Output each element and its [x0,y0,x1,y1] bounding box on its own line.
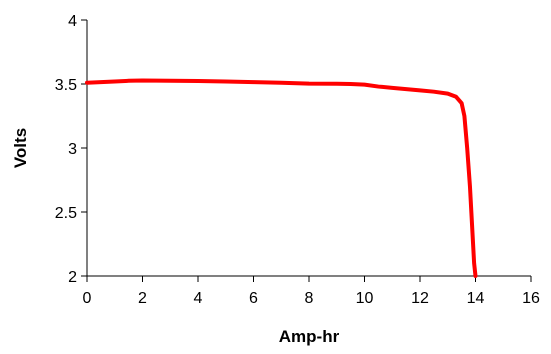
x-tick-label: 8 [305,290,314,307]
x-tick-label: 2 [138,290,147,307]
y-tick-label: 2.5 [55,205,77,222]
y-tick-label: 4 [68,13,77,30]
series-layer [87,81,476,276]
y-tick-label: 3 [68,141,77,158]
x-tick-label: 4 [194,290,203,307]
x-tick-label: 10 [356,290,374,307]
x-tick-label: 14 [467,290,485,307]
y-tick-label: 3.5 [55,77,77,94]
series-line [87,81,476,276]
x-tick-label: 6 [249,290,258,307]
y-tick-label: 2 [68,269,77,286]
x-tick-label: 0 [83,290,92,307]
x-tick-label: 16 [522,290,540,307]
y-axis-title: Volts [11,128,30,168]
x-axis-title: Amp-hr [279,327,340,346]
x-tick-label: 12 [411,290,429,307]
axes [87,20,531,276]
